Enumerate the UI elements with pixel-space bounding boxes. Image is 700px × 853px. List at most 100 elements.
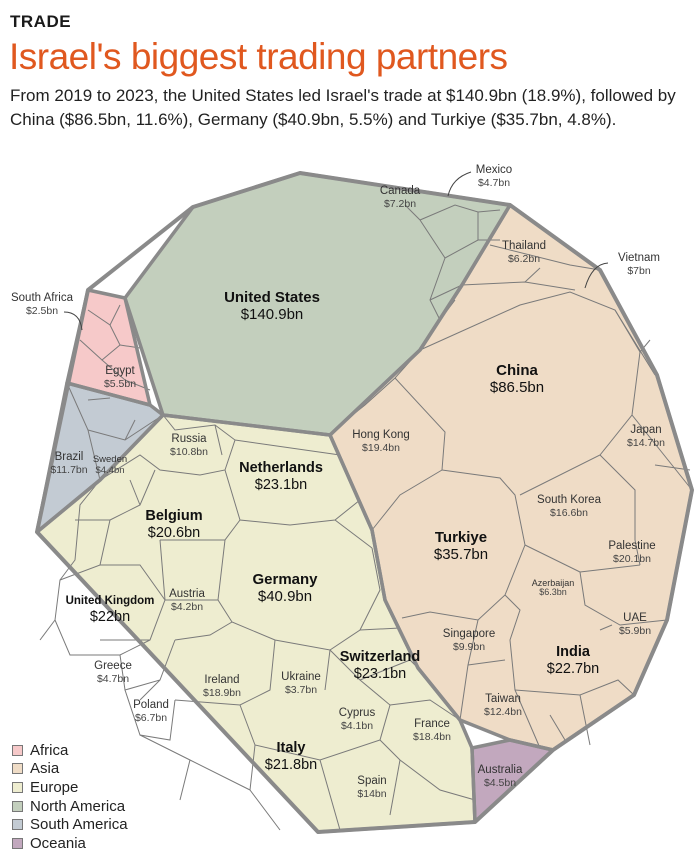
cell-boundary	[109, 304, 121, 326]
cell-boundary	[79, 339, 103, 361]
value-egypt: $5.5bn	[104, 378, 136, 390]
legend-swatch-oceania	[12, 837, 23, 849]
value-china: $86.5bn	[490, 379, 544, 396]
value-belgium: $20.6bn	[148, 525, 200, 541]
cell-boundary	[631, 414, 693, 491]
cell-boundary	[319, 759, 341, 831]
callout-line	[447, 171, 472, 197]
value-india: $22.7bn	[547, 661, 599, 677]
legend-item-south-america: South America	[12, 815, 128, 834]
cell-boundary	[87, 397, 111, 401]
legend-item-africa: Africa	[12, 741, 128, 760]
label-singapore: Singapore	[443, 628, 495, 640]
label-russia: Russia	[171, 433, 207, 445]
cell-boundary	[119, 639, 176, 691]
label-hong-kong: Hong Kong	[352, 429, 410, 441]
label-turkiye: Turkiye	[435, 529, 487, 546]
cell-boundary	[401, 469, 526, 621]
value-mexico: $4.7bn	[478, 177, 510, 189]
value-palestine: $20.1bn	[613, 553, 651, 565]
cell-boundary	[579, 564, 641, 573]
value-united-states: $140.9bn	[241, 306, 304, 323]
value-netherlands: $23.1bn	[255, 477, 307, 493]
label-sweden: Sweden	[93, 454, 127, 465]
chart-outline	[35, 171, 694, 834]
cell-boundary	[599, 454, 641, 566]
label-germany: Germany	[252, 571, 318, 588]
cell-boundary	[419, 204, 501, 221]
cell-boundary	[389, 759, 401, 816]
cell-boundary	[129, 479, 141, 506]
cell-boundary	[87, 309, 151, 391]
label-vietnam: Vietnam	[618, 252, 660, 264]
cell-boundary	[504, 594, 541, 749]
value-italy: $21.8bn	[265, 757, 317, 773]
cell-boundary	[429, 284, 463, 301]
value-russia: $10.8bn	[170, 446, 208, 458]
cell-boundary	[174, 639, 276, 706]
value-france: $18.4bn	[413, 731, 451, 743]
label-brazil: Brazil	[55, 451, 84, 463]
value-turkiye: $35.7bn	[434, 546, 488, 563]
cell-boundary	[371, 469, 443, 531]
region-oceania	[472, 740, 553, 822]
cell-boundary	[489, 244, 601, 271]
value-australia: $4.5bn	[484, 777, 516, 789]
legend-label-north-america: North America	[30, 797, 126, 815]
label-switzerland: Switzerland	[340, 649, 421, 665]
value-spain: $14bn	[357, 788, 386, 800]
label-ireland: Ireland	[204, 674, 239, 686]
label-canada: Canada	[380, 185, 421, 197]
cell-boundary	[179, 759, 191, 801]
section-tag: TRADE	[10, 12, 72, 31]
legend-label-asia: Asia	[30, 760, 60, 778]
value-azerbaijan: $6.3bn	[539, 587, 567, 597]
value-japan: $14.7bn	[627, 437, 665, 449]
region-north-america	[125, 173, 510, 435]
cell-boundary	[124, 689, 176, 741]
cell-boundary	[334, 519, 373, 549]
label-taiwan: Taiwan	[485, 693, 521, 705]
legend-item-oceania: Oceania	[12, 834, 128, 853]
cell-boundary	[174, 621, 233, 641]
value-sweden: $4.4bn	[95, 465, 124, 476]
cell-boundary	[39, 619, 56, 641]
value-taiwan: $12.4bn	[484, 706, 522, 718]
label-south-korea: South Korea	[537, 494, 602, 506]
value-ukraine: $3.7bn	[285, 684, 317, 696]
label-china: China	[496, 362, 538, 379]
region-south-america	[37, 383, 163, 532]
cell-boundary	[614, 309, 656, 376]
value-united-kingdom: $22bn	[90, 609, 130, 625]
label-cyprus: Cyprus	[339, 707, 376, 719]
cell-boundary	[159, 539, 166, 601]
label-azerbaijan: Azerbaijan	[532, 578, 575, 588]
label-united-states: United States	[224, 289, 320, 306]
legend-label-europe: Europe	[30, 778, 79, 796]
cell-boundary	[59, 479, 101, 581]
label-france: France	[414, 718, 450, 730]
cell-boundary	[99, 469, 156, 566]
callout-line	[63, 311, 83, 331]
cell-boundary	[224, 469, 361, 526]
cell-boundary	[549, 714, 566, 741]
value-ireland: $18.9bn	[203, 687, 241, 699]
legend-label-africa: Africa	[30, 741, 69, 759]
cell-boundary	[404, 204, 421, 221]
cell-boundary	[379, 739, 476, 801]
value-singapore: $9.9bn	[453, 641, 485, 653]
legend-item-europe: Europe	[12, 778, 128, 797]
value-canada: $7.2bn	[384, 198, 416, 210]
value-brazil: $11.7bn	[50, 464, 87, 476]
label-italy: Italy	[276, 740, 305, 756]
label-greece: Greece	[94, 660, 132, 672]
value-hong-kong: $19.4bn	[362, 442, 400, 454]
value-thailand: $6.2bn	[508, 253, 540, 265]
value-greece: $4.7bn	[97, 673, 129, 685]
cell-boundary	[419, 219, 446, 321]
value-south-africa: $2.5bn	[26, 305, 58, 317]
value-poland: $6.7bn	[135, 712, 167, 724]
cell-boundary	[514, 679, 635, 696]
cell-boundary	[214, 424, 223, 456]
